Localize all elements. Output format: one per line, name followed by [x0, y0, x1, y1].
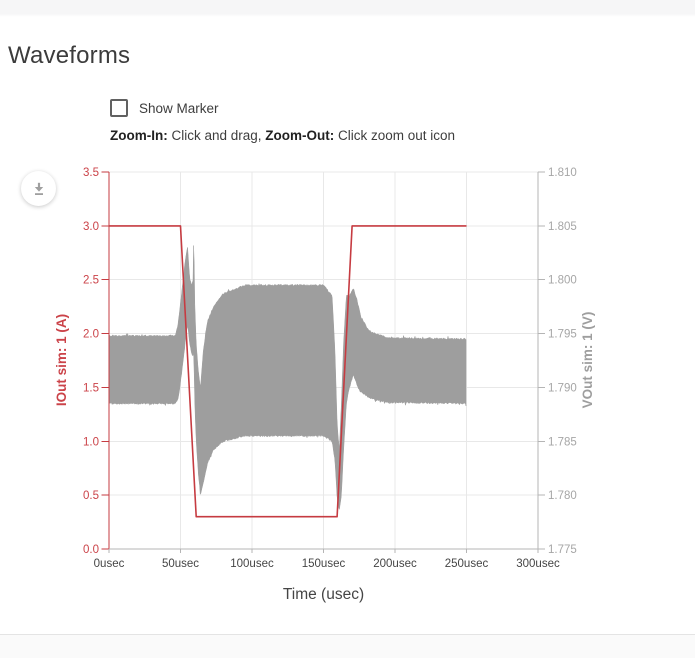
right-axis-tick-label: 1.790: [548, 382, 577, 394]
x-axis-tick-label: 50usec: [162, 558, 199, 570]
right-axis-tick-label: 1.785: [548, 436, 577, 448]
x-axis-tick-label: 150usec: [302, 558, 346, 570]
left-axis-tick-label: 3.0: [83, 221, 99, 233]
x-axis-tick-label: 100usec: [230, 558, 274, 570]
right-axis-tick-label: 1.795: [548, 329, 577, 341]
left-axis-tick-label: 1.5: [83, 382, 99, 394]
left-axis-tick-label: 1.0: [83, 436, 99, 448]
left-axis-tick-label: 0.0: [83, 544, 99, 556]
bottom-bar: [0, 634, 695, 658]
x-axis-tick-label: 0usec: [94, 558, 125, 570]
zoom-in-text: Click and drag,: [167, 128, 266, 143]
right-axis-tick-label: 1.805: [548, 221, 577, 233]
left-axis-tick-label: 2.5: [83, 275, 99, 287]
download-icon: [34, 182, 43, 195]
x-axis-tick-label: 300usec: [516, 558, 560, 570]
zoom-in-label: Zoom-In:: [110, 128, 168, 143]
left-axis-title: IOut sim: 1 (A): [54, 314, 69, 406]
zoom-out-label: Zoom-Out:: [265, 128, 335, 143]
vout-trace: [108, 245, 467, 511]
left-axis-tick-label: 3.5: [83, 167, 99, 179]
left-axis-tick-label: 0.5: [83, 490, 99, 502]
download-button[interactable]: [21, 171, 56, 206]
right-axis-tick-label: 1.775: [548, 544, 577, 556]
show-marker-checkbox[interactable]: [110, 99, 128, 117]
right-axis-tick-label: 1.780: [548, 490, 577, 502]
x-axis-tick-label: 200usec: [373, 558, 417, 570]
tick-marks: [101, 171, 545, 553]
right-axis-title: VOut sim: 1 (V): [580, 312, 595, 409]
show-marker-label: Show Marker: [139, 100, 219, 116]
iout-trace: [109, 225, 467, 518]
left-axis-tick-label: 2.0: [83, 329, 99, 341]
right-axis-tick-label: 1.800: [548, 275, 577, 287]
right-axis-tick-label: 1.810: [548, 167, 577, 179]
x-axis-title: Time (usec): [283, 586, 364, 603]
x-axis-tick-label: 250usec: [445, 558, 489, 570]
page-title: Waveforms: [8, 42, 131, 69]
zoom-hint: Zoom-In: Click and drag, Zoom-Out: Click…: [110, 128, 455, 143]
top-bar: [0, 0, 695, 17]
show-marker-row: Show Marker: [110, 99, 219, 117]
zoom-out-text: Click zoom out icon: [334, 128, 456, 143]
